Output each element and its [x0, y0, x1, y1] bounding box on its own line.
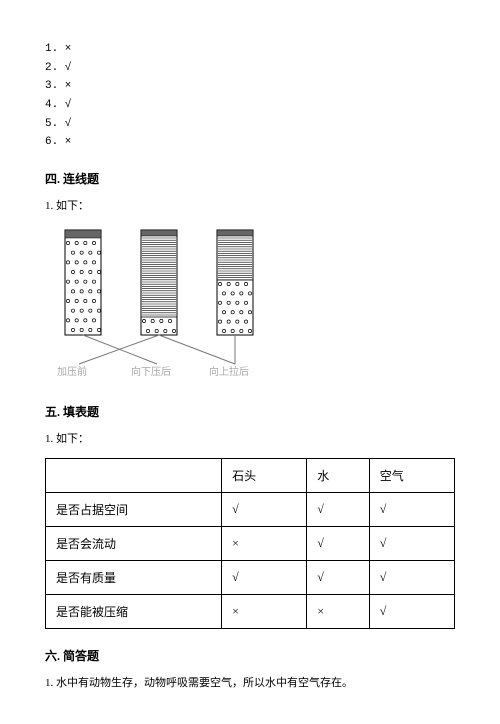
- table-cell: √: [369, 561, 454, 595]
- tf-answer-item: 6. ×: [45, 133, 455, 152]
- section-6-heading: 六. 简答题: [45, 647, 455, 664]
- table-row: 是否能被压缩××√: [46, 595, 455, 629]
- table-cell: √: [307, 561, 369, 595]
- table-header-cell: [46, 459, 222, 493]
- table-cell: 是否能被压缩: [46, 595, 222, 629]
- tf-answer-item: 4. √: [45, 96, 455, 115]
- tf-answer-item: 1. ×: [45, 40, 455, 59]
- table-cell: 是否有质量: [46, 561, 222, 595]
- short-answer-text: 水中有动物生存，动物呼吸需要空气，所以水中有空气存在。: [56, 677, 353, 689]
- table-cell: 是否会流动: [46, 527, 222, 561]
- table-row: 是否有质量√√√: [46, 561, 455, 595]
- table-cell: √: [222, 493, 307, 527]
- short-answer-1: 1. 水中有动物生存，动物呼吸需要空气，所以水中有空气存在。: [45, 674, 455, 694]
- svg-text:加压前: 加压前: [57, 365, 87, 378]
- table-cell: √: [369, 493, 454, 527]
- table-cell: √: [222, 561, 307, 595]
- table-cell: 是否占据空间: [46, 493, 222, 527]
- section-5-heading: 五. 填表题: [45, 403, 455, 420]
- table-cell: ×: [307, 595, 369, 629]
- table-cell: √: [307, 527, 369, 561]
- tf-answer-item: 3. ×: [45, 77, 455, 96]
- table-cell: ×: [222, 595, 307, 629]
- tf-answer-item: 5. √: [45, 115, 455, 134]
- table-cell: √: [369, 527, 454, 561]
- table-row: 是否占据空间√√√: [46, 493, 455, 527]
- table-cell: √: [369, 595, 454, 629]
- table-header-cell: 石头: [222, 459, 307, 493]
- table-cell: √: [307, 493, 369, 527]
- properties-table: 石头水空气是否占据空间√√√是否会流动×√√是否有质量√√√是否能被压缩××√: [45, 458, 455, 629]
- section-5-intro: 1. 如下：: [45, 430, 455, 446]
- short-answer-label: 1.: [45, 677, 53, 689]
- table-cell: ×: [222, 527, 307, 561]
- table-row: 是否会流动×√√: [46, 527, 455, 561]
- section-4-heading: 四. 连线题: [45, 170, 455, 187]
- tf-answer-item: 2. √: [45, 59, 455, 78]
- table-header-cell: 空气: [369, 459, 454, 493]
- matching-diagram: 加压前 向下压后 向上拉后: [45, 225, 455, 385]
- svg-text:向上拉后: 向上拉后: [209, 365, 249, 378]
- section-4-intro: 1. 如下：: [45, 197, 455, 213]
- svg-text:向下压后: 向下压后: [131, 365, 171, 378]
- tf-answer-list: 1. ×2. √3. ×4. √5. √6. ×: [45, 40, 455, 152]
- table-header-cell: 水: [307, 459, 369, 493]
